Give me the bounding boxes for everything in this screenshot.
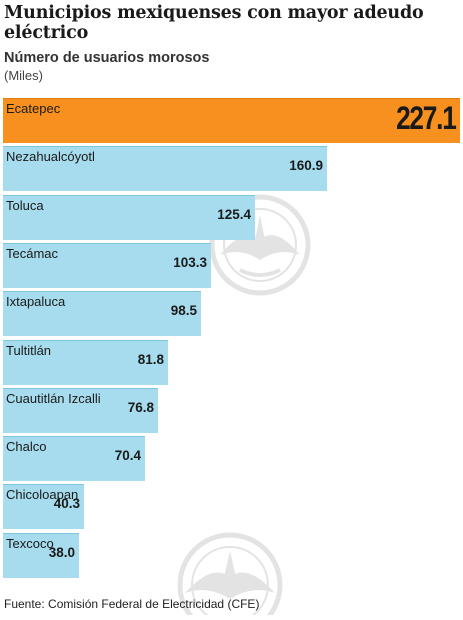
bar-nezahualcóyotl <box>3 146 327 191</box>
bar-cuautitlán-izcalli <box>3 388 158 433</box>
bar-value-label: 103.3 <box>173 255 207 270</box>
bar-value-label: 70.4 <box>114 448 141 463</box>
eagle-emblem-icon <box>177 532 283 615</box>
bar-value-label: 98.5 <box>170 303 197 318</box>
chart-unit-label: (Miles) <box>4 68 43 83</box>
bar-ecatepec <box>3 98 460 143</box>
bar-value-label: 160.9 <box>289 158 323 173</box>
chart-subtitle: Número de usuarios morosos <box>4 50 210 66</box>
bar-label: Ixtapaluca <box>6 294 66 309</box>
bar-label: Chicoloapan <box>6 487 79 502</box>
bar-label: Tultitlán <box>6 343 52 358</box>
bar-label: Texcoco <box>6 536 54 551</box>
bar-label: Toluca <box>6 198 44 213</box>
chart-title: Municipios mexiquenses con mayor adeudo … <box>4 3 424 43</box>
bar-value-label: 125.4 <box>217 207 251 222</box>
bar-tultitlán <box>3 340 168 385</box>
bar-value-label: 38.0 <box>48 545 75 560</box>
bar-value-label: 81.8 <box>137 352 164 367</box>
bar-chicoloapan <box>3 484 84 529</box>
bar-label: Nezahualcóyotl <box>6 149 95 164</box>
bar-value-label: 76.8 <box>127 400 154 415</box>
bar-value-label: 227.1 <box>396 100 457 136</box>
bar-label: Tecámac <box>6 246 59 261</box>
bar-chalco <box>3 436 145 481</box>
bar-tecámac <box>3 243 211 288</box>
bar-label: Ecatepec <box>6 101 61 116</box>
bar-label: Chalco <box>6 439 47 454</box>
bar-label: Cuautitlán Izcalli <box>6 391 101 406</box>
source-note: Fuente: Comisión Federal de Electricidad… <box>4 597 260 611</box>
bar-ixtapaluca <box>3 291 201 336</box>
bar-value-label: 40.3 <box>53 496 80 511</box>
bar-texcoco <box>3 533 79 578</box>
bar-toluca <box>3 195 255 240</box>
eagle-emblem-icon <box>209 194 311 296</box>
